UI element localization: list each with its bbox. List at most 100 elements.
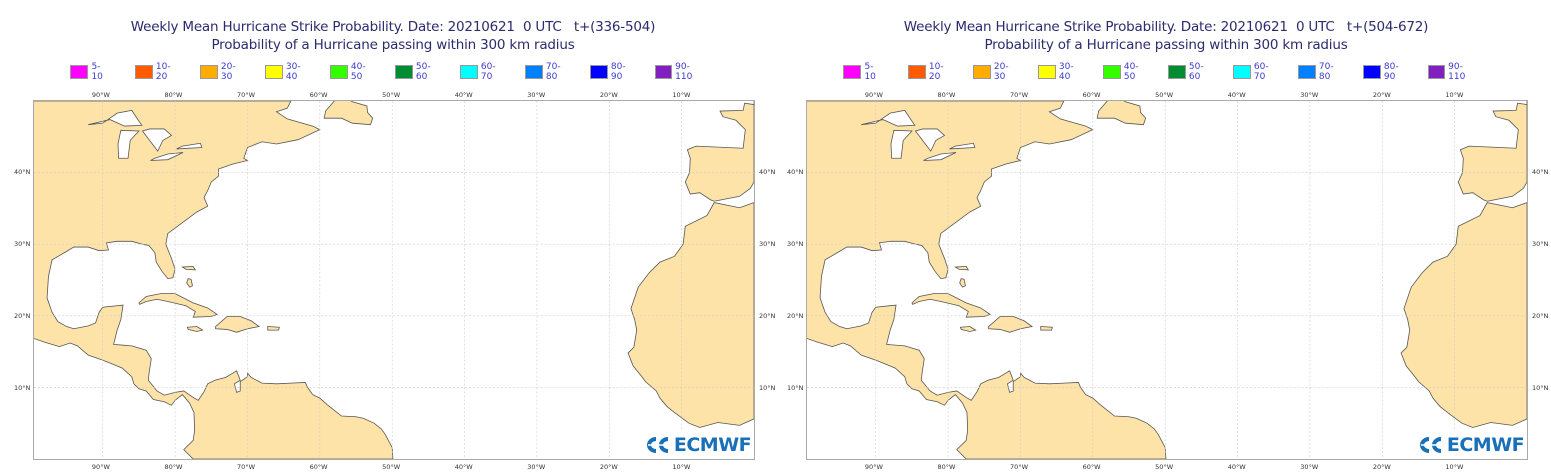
legend-swatch bbox=[1363, 65, 1381, 79]
legend-label: 20-30 bbox=[993, 62, 1009, 82]
legend-swatch bbox=[330, 65, 348, 79]
legend-swatch bbox=[1038, 65, 1056, 79]
legend-swatch bbox=[460, 65, 478, 79]
legend-swatch bbox=[1428, 65, 1446, 79]
lon-tick-label-top: 40°W bbox=[1227, 91, 1246, 99]
lat-tick-label-left: 10°N bbox=[787, 384, 804, 392]
legend-item: 30-40 bbox=[1038, 62, 1079, 82]
chart-title: Weekly Mean Hurricane Strike Probability… bbox=[130, 19, 656, 35]
legend-item: 60-70 bbox=[1233, 62, 1274, 82]
legend-item: 5-10 bbox=[70, 62, 107, 82]
legend-label: 10-20 bbox=[928, 62, 944, 82]
legend-label: 70-80 bbox=[545, 62, 561, 82]
lon-tick-label-bottom: 40°W bbox=[1227, 463, 1246, 471]
legend-swatch bbox=[655, 65, 673, 79]
puerto-rico-land bbox=[267, 326, 280, 331]
lon-tick-label-bottom: 30°W bbox=[1300, 463, 1319, 471]
lon-tick-label-bottom: 70°W bbox=[1010, 463, 1028, 471]
legend-swatch bbox=[1298, 65, 1316, 79]
map-plot bbox=[33, 100, 755, 460]
legend-swatch bbox=[1168, 65, 1186, 79]
lon-tick-label-top: 10°W bbox=[1445, 91, 1464, 99]
legend-swatch bbox=[908, 65, 926, 79]
cuba-land bbox=[138, 293, 218, 318]
legend-label: 80-90 bbox=[1383, 62, 1399, 82]
lon-tick-label-bottom: 40°W bbox=[454, 463, 473, 471]
legend-item: 30-40 bbox=[265, 62, 306, 82]
legend-label: 70-80 bbox=[1318, 62, 1334, 82]
legend-item: 90-110 bbox=[655, 62, 698, 82]
lon-tick-label-bottom: 50°W bbox=[382, 463, 401, 471]
legend-item: 10-20 bbox=[908, 62, 949, 82]
lat-tick-label-left: 30°N bbox=[14, 240, 31, 248]
chart-panel-2: Weekly Mean Hurricane Strike Probability… bbox=[773, 0, 1549, 475]
chart-panel-1: Weekly Mean Hurricane Strike Probability… bbox=[0, 0, 776, 475]
north-america-land bbox=[34, 101, 394, 459]
legend-label: 40-50 bbox=[350, 62, 366, 82]
lake-huron bbox=[141, 128, 173, 152]
newfoundland-land bbox=[1096, 101, 1147, 126]
lat-tick-label-left: 40°N bbox=[14, 168, 31, 176]
legend-swatch bbox=[843, 65, 862, 79]
lat-tick-label-left: 30°N bbox=[787, 240, 804, 248]
legend-item: 70-80 bbox=[525, 62, 566, 82]
lat-tick-label-right: 30°N bbox=[759, 240, 776, 248]
lon-tick-label-bottom: 10°W bbox=[1445, 463, 1464, 471]
legend-item: 50-60 bbox=[1168, 62, 1209, 82]
lon-tick-label-top: 70°W bbox=[1010, 91, 1028, 99]
africa-land bbox=[1400, 202, 1527, 428]
lon-tick-label-top: 90°W bbox=[864, 91, 883, 99]
lake-superior bbox=[88, 109, 143, 127]
bahamas-abaco-land bbox=[181, 265, 197, 271]
hispaniola-land bbox=[988, 316, 1034, 333]
legend-item: 5-10 bbox=[843, 62, 880, 82]
map-plot bbox=[806, 100, 1528, 460]
bahamas-andros-land bbox=[959, 278, 966, 288]
legend-label: 5-10 bbox=[864, 62, 876, 82]
africa-land bbox=[627, 202, 754, 428]
legend-item: 20-30 bbox=[973, 62, 1014, 82]
legend-item: 40-50 bbox=[1103, 62, 1144, 82]
legend-item: 80-90 bbox=[590, 62, 631, 82]
legend-label: 50-60 bbox=[1188, 62, 1204, 82]
lon-tick-label-top: 60°W bbox=[1082, 91, 1101, 99]
puerto-rico-land bbox=[1040, 326, 1053, 331]
lake-ontario bbox=[176, 142, 203, 150]
lon-tick-label-bottom: 90°W bbox=[91, 463, 110, 471]
lon-tick-label-bottom: 20°W bbox=[599, 463, 618, 471]
lon-tick-label-bottom: 50°W bbox=[1155, 463, 1174, 471]
logo-text: ECMWF bbox=[673, 433, 752, 456]
lon-tick-label-top: 10°W bbox=[672, 91, 691, 99]
lon-tick-label-top: 90°W bbox=[91, 91, 110, 99]
lat-tick-label-right: 40°N bbox=[1532, 168, 1549, 176]
lat-tick-label-left: 20°N bbox=[787, 312, 804, 320]
ecmwf-logo: ECMWF bbox=[641, 430, 754, 459]
legend-label: 80-90 bbox=[610, 62, 626, 82]
lon-tick-label-top: 70°W bbox=[237, 91, 255, 99]
lake-michigan bbox=[890, 129, 913, 159]
legend-label: 90-110 bbox=[675, 62, 693, 82]
lat-tick-label-right: 20°N bbox=[759, 312, 776, 320]
lat-tick-label-right: 20°N bbox=[1532, 312, 1549, 320]
legend-item: 10-20 bbox=[135, 62, 176, 82]
chart-subtitle: Probability of a Hurricane passing withi… bbox=[211, 37, 575, 53]
ecmwf-logo-icon bbox=[1419, 436, 1442, 453]
lon-tick-label-bottom: 80°W bbox=[164, 463, 183, 471]
lon-tick-label-bottom: 80°W bbox=[937, 463, 956, 471]
lon-tick-label-bottom: 70°W bbox=[237, 463, 255, 471]
legend-swatch bbox=[1103, 65, 1121, 79]
europe-land bbox=[684, 101, 754, 202]
bahamas-andros-land bbox=[186, 278, 193, 288]
lon-tick-label-top: 30°W bbox=[1300, 91, 1319, 99]
hispaniola-land bbox=[215, 316, 261, 333]
legend-label: 60-70 bbox=[1253, 62, 1269, 82]
legend-swatch bbox=[70, 65, 89, 79]
legend-item: 90-110 bbox=[1428, 62, 1471, 82]
legend-swatch bbox=[200, 65, 218, 79]
lat-tick-label-left: 10°N bbox=[14, 384, 31, 392]
legend-item: 80-90 bbox=[1363, 62, 1404, 82]
legend-label: 60-70 bbox=[480, 62, 496, 82]
legend-swatch bbox=[973, 65, 991, 79]
lon-tick-label-bottom: 60°W bbox=[1082, 463, 1101, 471]
legend-swatch bbox=[395, 65, 413, 79]
